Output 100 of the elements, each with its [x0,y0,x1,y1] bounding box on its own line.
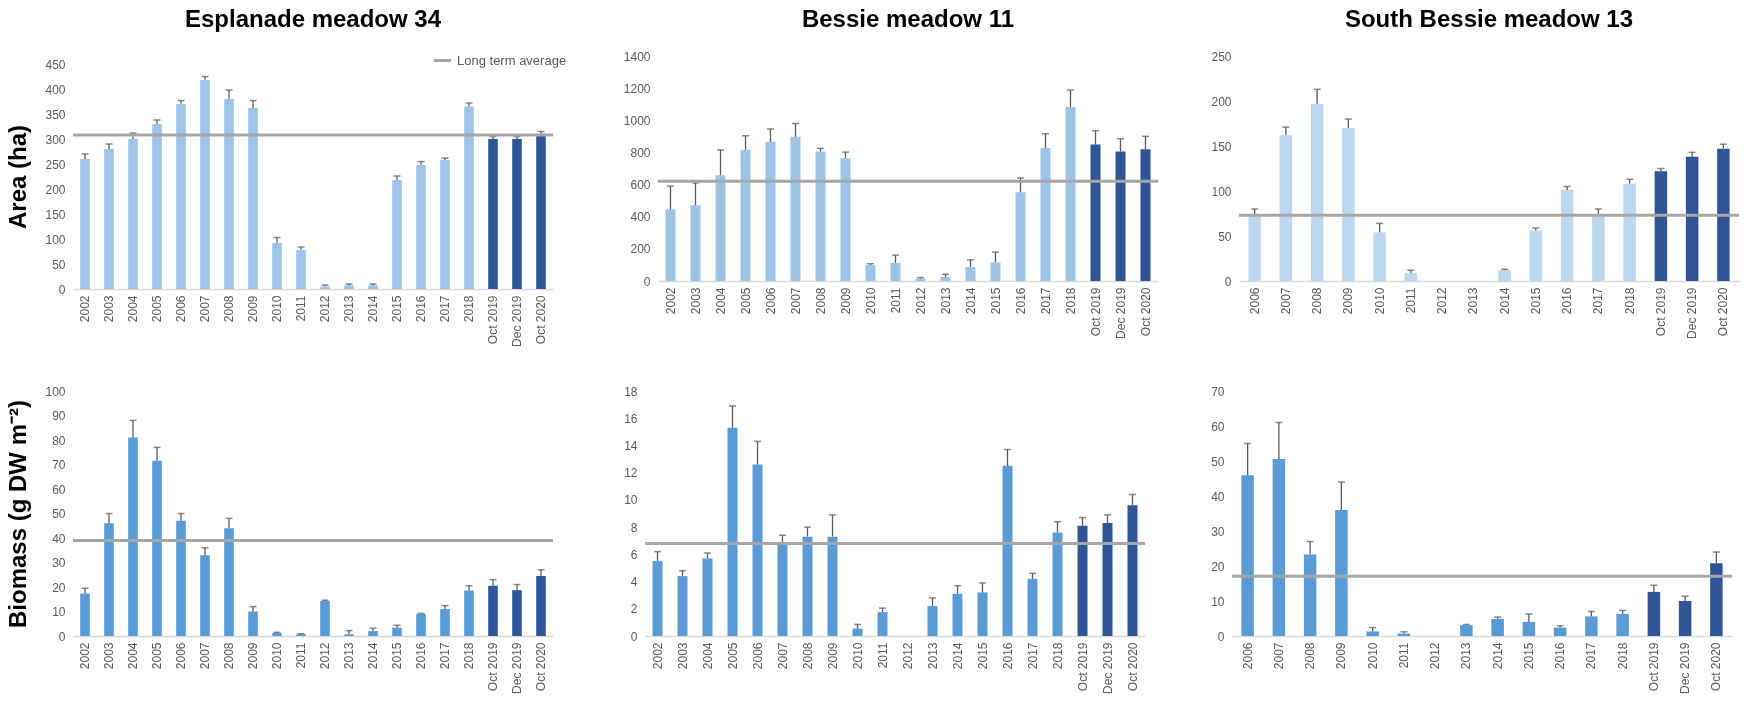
y-tick-label: 50 [1218,229,1232,244]
x-tick-label: 2013 [1466,287,1481,315]
x-tick-label: 2011 [875,642,890,669]
x-tick-label: 2002 [78,642,92,670]
x-tick-label: 2015 [1528,287,1543,315]
x-tick-label: 2015 [1521,642,1536,670]
x-tick-label: 2007 [198,295,212,323]
y-axis-title: Biomass (g DW m⁻²) [4,399,32,629]
x-tick-label: 2010 [1365,642,1380,670]
y-tick-label: 1200 [623,81,651,96]
x-tick-label: Oct 2020 [1138,287,1153,337]
x-tick-label: 2002 [78,295,92,323]
x-tick-label: 2009 [246,642,260,670]
x-tick-label: Oct 2019 [486,642,500,692]
x-tick-label: 2013 [925,642,940,670]
x-tick-label: Dec 2019 [1678,642,1693,694]
y-tick-label: 100 [1211,184,1232,199]
y-tick-label: 800 [630,145,651,160]
x-tick-label: 2014 [950,642,965,670]
y-tick-label: 12 [624,466,638,481]
x-tick-label: 2005 [738,287,753,315]
x-tick-label: 2011 [888,287,903,314]
x-tick-label: 2014 [366,642,380,670]
x-tick-label: 2008 [800,642,815,670]
y-tick-label: 60 [52,482,66,497]
x-tick-label: 2004 [126,642,140,670]
x-tick-label: Dec 2019 [1685,287,1700,339]
y-tick-label: 150 [1211,139,1232,154]
y-tick-label: 0 [1217,629,1225,644]
x-tick-label: 2014 [1497,287,1512,315]
legend-label: Long term average [457,52,567,68]
y-tick-label: 200 [630,242,651,257]
x-tick-label: 2006 [174,295,188,323]
x-tick-label: 2006 [763,287,778,315]
x-tick-label: 2003 [675,642,690,670]
y-tick-label: 10 [624,493,638,508]
y-tick-label: 50 [52,257,66,272]
x-tick-label: 2009 [1334,642,1349,670]
x-tick-label: 2007 [1278,287,1293,315]
x-tick-label: 2014 [1490,642,1505,670]
x-tick-label: 2010 [1372,287,1387,315]
x-tick-label: 2002 [663,287,678,315]
x-tick-label: Oct 2020 [1716,287,1731,337]
y-tick-label: 450 [45,57,66,72]
y-tick-label: 0 [630,629,638,644]
y-tick-label: 20 [1211,559,1225,574]
x-tick-label: Dec 2019 [1100,642,1115,694]
y-tick-label: 50 [1211,454,1225,469]
y-tick-label: 200 [1211,94,1232,109]
x-tick-label: 2008 [813,287,828,315]
x-tick-label: 2015 [390,295,404,323]
x-tick-label: 2008 [1303,642,1318,670]
x-tick-label: 2018 [1063,287,1078,315]
x-tick-label: 2005 [725,642,740,670]
x-tick-label: 2016 [1013,287,1028,315]
x-tick-label: 2011 [294,295,308,322]
x-tick-label: 2016 [414,642,428,670]
x-tick-label: 2012 [900,642,915,670]
x-tick-label: 2018 [1622,287,1637,315]
y-tick-label: 0 [643,274,651,289]
x-tick-label: 2007 [775,642,790,670]
x-tick-label: 2010 [863,287,878,315]
y-tick-label: 18 [624,384,638,399]
y-tick-label: 150 [45,207,66,222]
x-tick-label: 2018 [462,295,476,323]
x-tick-label: 2015 [975,642,990,670]
y-tick-label: 14 [624,438,638,453]
x-tick-label: 2005 [150,295,164,323]
x-tick-label: Oct 2019 [1646,642,1661,692]
x-tick-label: 2009 [1341,287,1356,315]
y-tick-label: 10 [1211,594,1225,609]
x-tick-label: 2007 [788,287,803,315]
x-tick-label: 2004 [700,642,715,670]
x-tick-label: 2017 [1584,642,1599,670]
x-tick-label: 2018 [1615,642,1630,670]
y-tick-label: 16 [624,411,638,426]
y-tick-label: 1000 [623,113,651,128]
y-tick-label: 100 [45,384,66,399]
x-tick-label: 2017 [438,642,452,670]
x-tick-label: Oct 2020 [1125,642,1140,692]
y-tick-label: 0 [58,282,66,297]
x-tick-label: 2015 [988,287,1003,315]
y-tick-label: 30 [1211,524,1225,539]
x-tick-label: 2009 [825,642,840,670]
y-tick-label: 4 [630,575,638,590]
y-tick-label: 20 [52,580,66,595]
y-tick-label: 350 [45,107,66,122]
x-tick-label: 2011 [1396,642,1411,669]
x-tick-label: 2013 [938,287,953,315]
x-tick-label: 2005 [150,642,164,670]
x-tick-label: 2006 [174,642,188,670]
x-tick-label: 2012 [1435,287,1450,315]
y-tick-label: 600 [630,178,651,193]
x-tick-label: Dec 2019 [510,642,524,694]
x-tick-label: 2004 [713,287,728,315]
x-tick-label: 2013 [342,642,356,670]
x-tick-label: 2008 [222,642,236,670]
x-tick-label: 2016 [1560,287,1575,315]
y-tick-label: 70 [1211,384,1225,399]
x-tick-label: 2004 [126,295,140,323]
